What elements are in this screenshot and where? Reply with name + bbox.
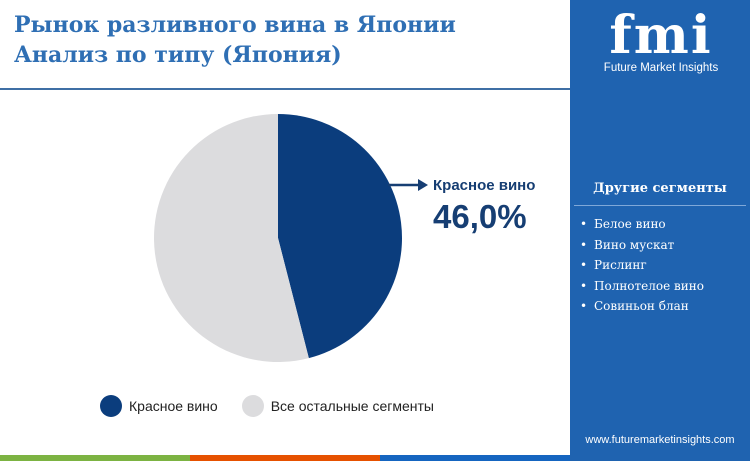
title-line-2: Анализ по типу (Япония) [14, 42, 342, 68]
title-divider [0, 88, 570, 90]
legend-label-red-wine: Красное вино [129, 398, 218, 414]
bottom-bar-green [0, 455, 190, 461]
logo-text: fmi [609, 5, 713, 66]
segment-item: Совиньон блан [580, 296, 704, 317]
bottom-bar-orange [190, 455, 380, 461]
chart-title: Рынок разливного вина в Японии Анализ по… [14, 10, 554, 70]
fmi-logo: fmi Future Market Insights [596, 5, 726, 75]
other-segments-list: Белое вино Вино мускат Рислинг Полнотело… [580, 214, 704, 317]
other-segments-title: Другие сегменты [593, 181, 727, 196]
pie-slice-red-wine [278, 114, 402, 359]
callout-label: Красное вино [433, 177, 536, 194]
legend-label-other-segments: Все остальные сегменты [270, 398, 434, 414]
legend-swatch-red-wine [100, 395, 122, 417]
bottom-color-bar [0, 455, 570, 461]
bottom-bar-blue [380, 455, 570, 461]
logo-tagline: Future Market Insights [603, 62, 719, 74]
segment-item: Полнотелое вино [580, 276, 704, 297]
callout-arrow [388, 179, 428, 191]
segment-item: Рислинг [580, 255, 704, 276]
sidebar: fmi Future Market Insights Другие сегмен… [570, 0, 750, 461]
callout-value: 46,0% [433, 198, 527, 235]
website-link[interactable]: www.futuremarketinsights.com [585, 434, 735, 446]
legend-swatch-other-segments [241, 395, 264, 417]
segment-item: Вино мускат [580, 235, 704, 256]
other-segments-divider [574, 205, 746, 206]
legend: Красное вино Все остальные сегменты [100, 395, 458, 417]
legend-item-red-wine: Красное вино [100, 395, 218, 417]
segment-item: Белое вино [580, 214, 704, 235]
pie-slices [153, 114, 402, 362]
pie-chart [153, 114, 428, 362]
legend-item-other-segments: Все остальные сегменты [241, 395, 434, 417]
pie-slice-other-segments [153, 114, 309, 362]
title-line-1: Рынок разливного вина в Японии [14, 12, 456, 38]
